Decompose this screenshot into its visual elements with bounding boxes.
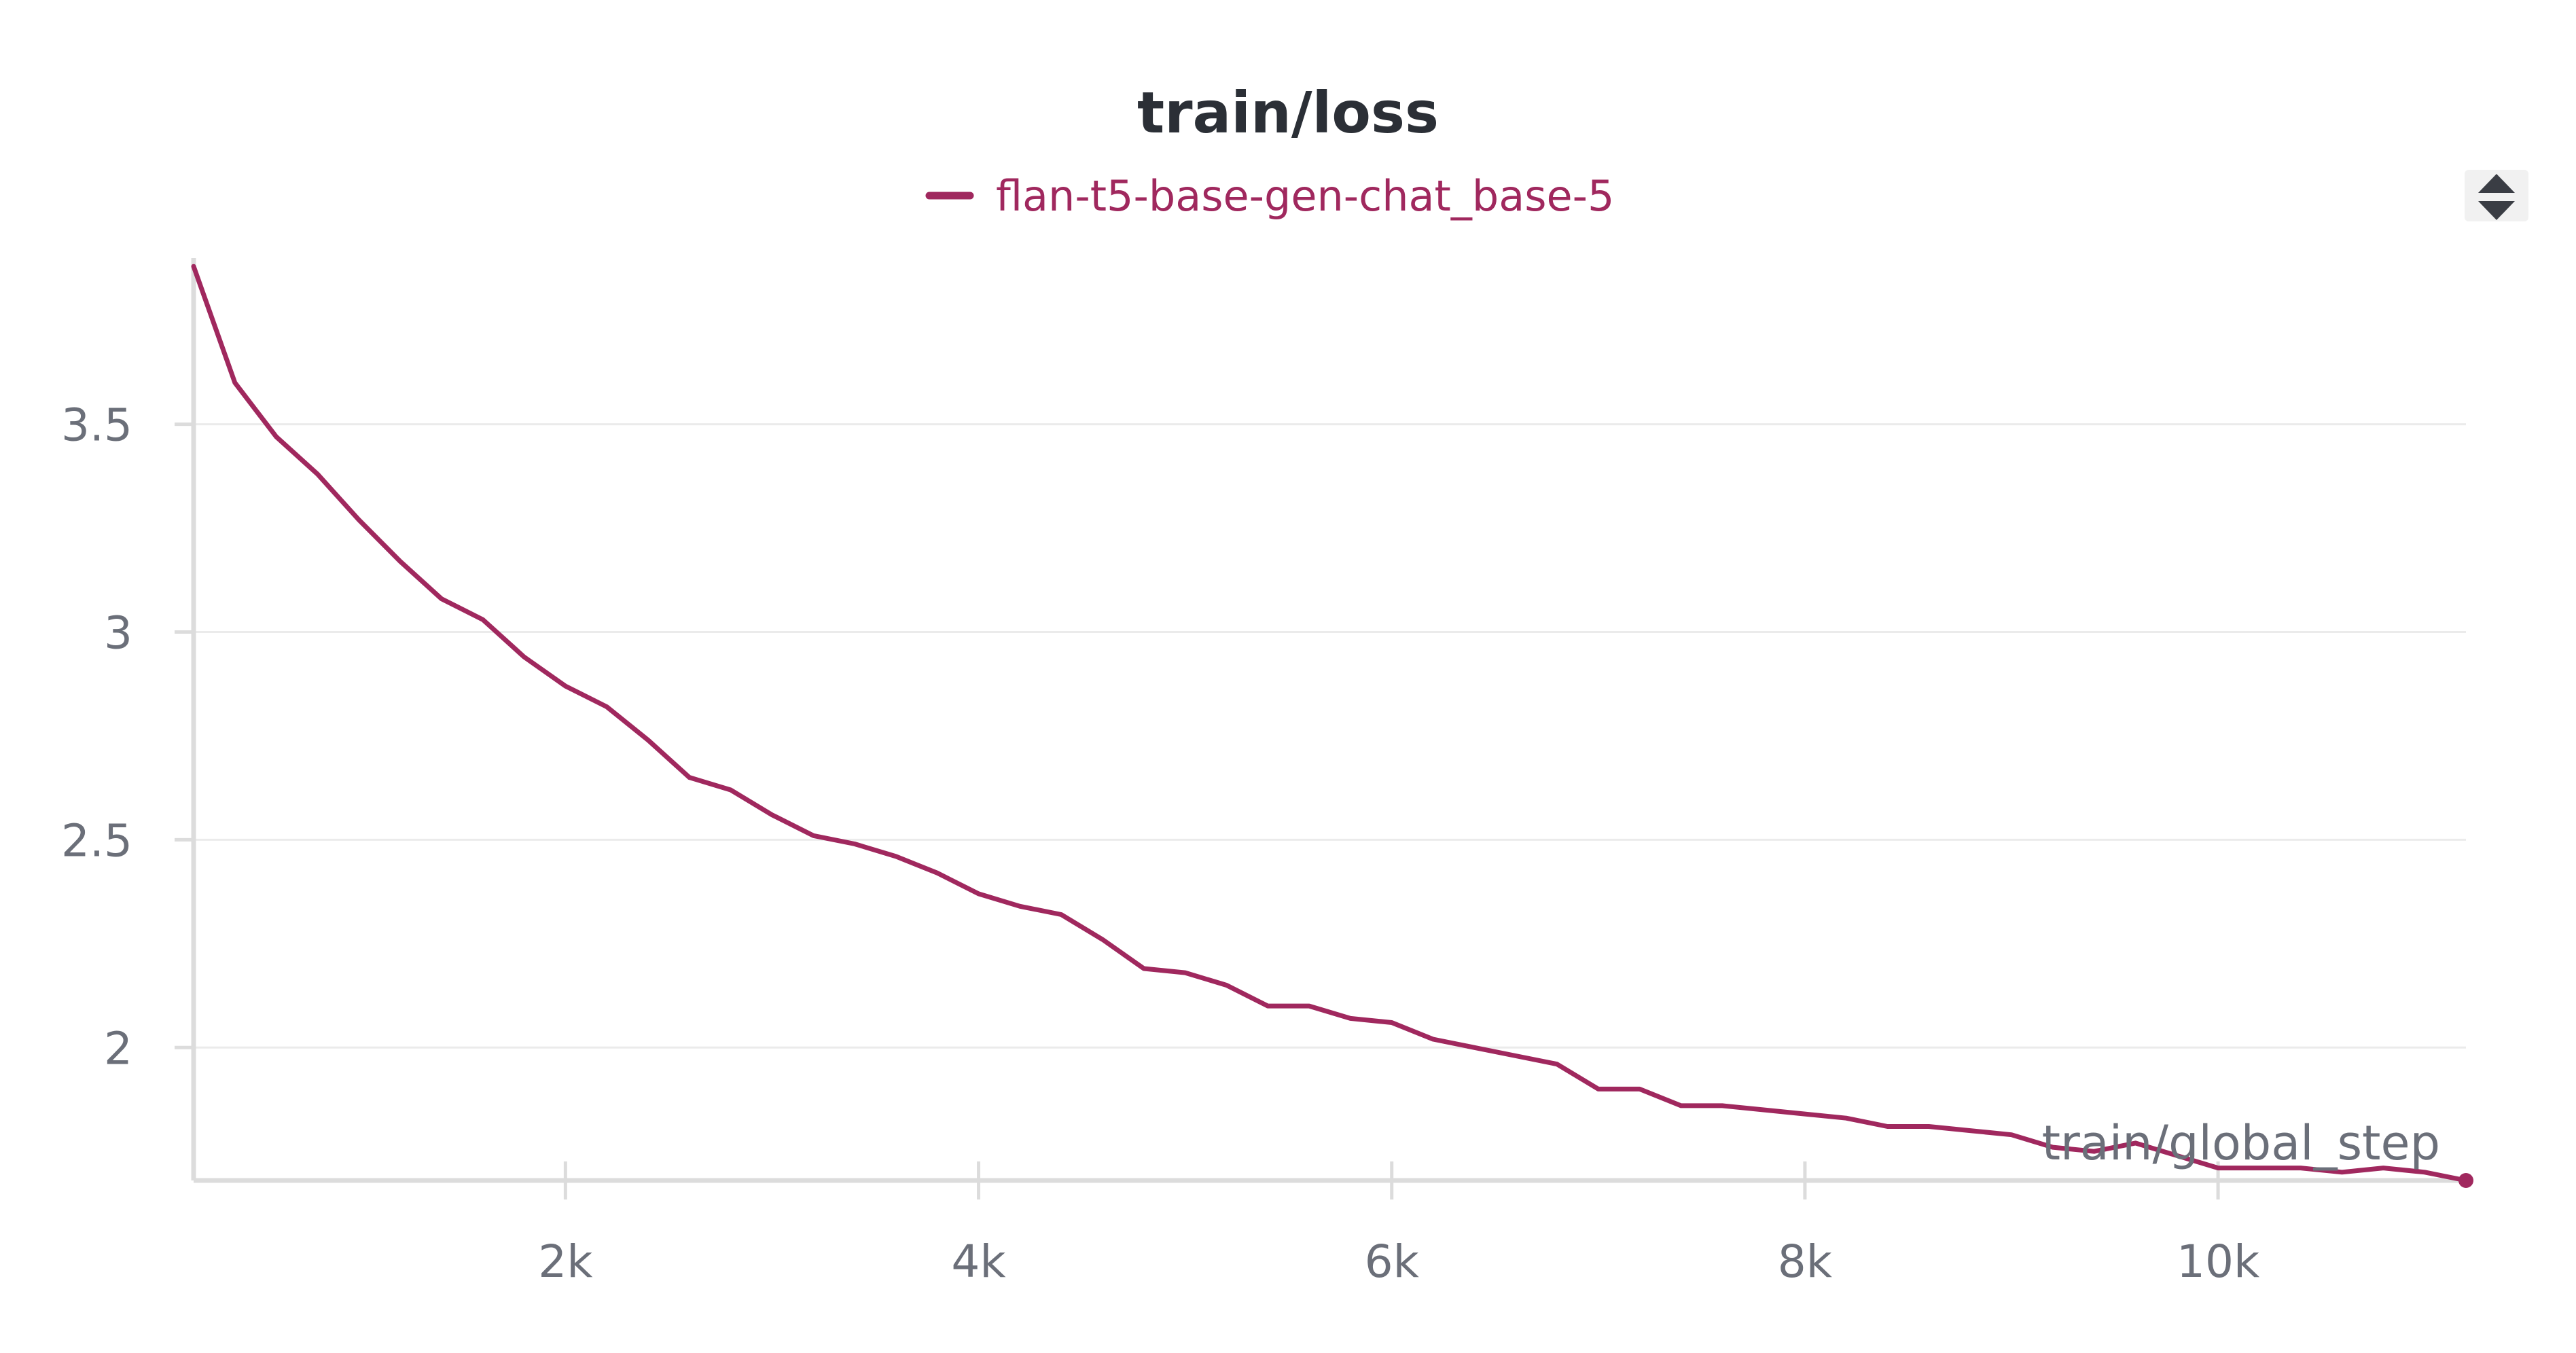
y-tick-label: 3.5 [61, 399, 132, 452]
series-end-point[interactable] [2458, 1173, 2473, 1188]
x-tick-label: 8k [1778, 1235, 1833, 1288]
x-tick-label: 2k [538, 1235, 593, 1288]
series-layer [191, 264, 2473, 1188]
up-down-chevrons-icon[interactable] [2478, 174, 2515, 220]
sort-control[interactable] [2465, 170, 2528, 221]
x-tick-label: 4k [951, 1235, 1006, 1288]
chart-title: train/loss [1137, 79, 1439, 146]
x-axis-label: train/global_step [2042, 1115, 2440, 1171]
x-tick-label: 6k [1365, 1235, 1420, 1288]
legend-series-label: flan-t5-base-gen-chat_base-5 [996, 171, 1614, 221]
x-axis-ticks: 2k 4k 6k 8k 10k [538, 1161, 2260, 1288]
y-tick-label: 2 [104, 1022, 132, 1075]
series-line[interactable] [191, 264, 2469, 1183]
axes [191, 258, 2466, 1183]
legend[interactable]: flan-t5-base-gen-chat_base-5 [925, 171, 1614, 221]
sort-control-background [2465, 170, 2528, 221]
y-tick-label: 3 [104, 607, 132, 660]
y-tick-label: 2.5 [61, 814, 132, 867]
y-axis-ticks: 2 2.5 3 3.5 [61, 399, 194, 1075]
grid-lines [194, 423, 2466, 1049]
x-tick-label: 10k [2177, 1235, 2260, 1288]
